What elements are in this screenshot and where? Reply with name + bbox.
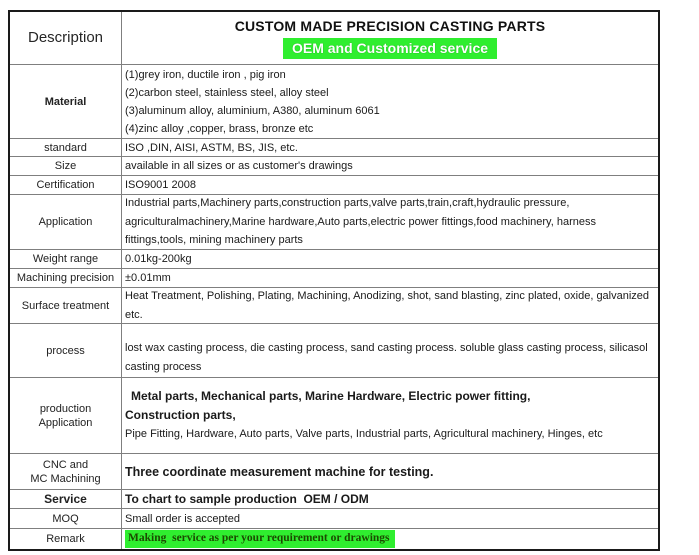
row-process: process lost wax casting process, die ca… bbox=[10, 324, 658, 378]
material-line: (1)grey iron, ductile iron , pig iron bbox=[125, 68, 286, 81]
remark-highlight-text: Making service as per your requirement o… bbox=[125, 530, 395, 548]
description-value: CUSTOM MADE PRECISION CASTING PARTS OEM … bbox=[122, 12, 658, 64]
surface-treatment-value: Heat Treatment, Polishing, Plating, Mach… bbox=[125, 290, 650, 321]
standard-label: standard bbox=[10, 139, 122, 156]
weight-range-value: 0.01kg-200kg bbox=[125, 253, 192, 265]
service-value: To chart to sample production OEM / ODM bbox=[125, 492, 369, 506]
row-surface-treatment: Surface treatment Heat Treatment, Polish… bbox=[10, 288, 658, 324]
production-application-value: Metal parts, Mechanical parts, Marine Ha… bbox=[122, 378, 658, 453]
row-size: Size available in all sizes or as custom… bbox=[10, 157, 658, 176]
remark-label: Remark bbox=[10, 529, 122, 549]
cnc-machining-value: Three coordinate measurement machine for… bbox=[125, 464, 434, 479]
row-machining-precision: Machining precision ±0.01mm bbox=[10, 269, 658, 288]
service-label: Service bbox=[10, 490, 122, 508]
production-application-label-line: Application bbox=[38, 416, 93, 429]
material-line: (3)aluminum alloy, aluminium, A380, alum… bbox=[125, 104, 380, 117]
row-weight-range: Weight range 0.01kg-200kg bbox=[10, 250, 658, 269]
row-application: Application Industrial parts,Machinery p… bbox=[10, 195, 658, 250]
production-application-regular-text: Pipe Fitting, Hardware, Auto parts, Valv… bbox=[125, 428, 603, 440]
production-application-bold-line: Metal parts, Mechanical parts, Marine Ha… bbox=[131, 389, 531, 403]
application-label: Application bbox=[10, 195, 122, 249]
row-description: Description CUSTOM MADE PRECISION CASTIN… bbox=[10, 12, 658, 65]
size-value: available in all sizes or as customer's … bbox=[125, 160, 353, 172]
remark-value: Making service as per your requirement o… bbox=[122, 529, 658, 549]
cnc-machining-label: CNC and MC Machining bbox=[10, 454, 122, 489]
row-remark: Remark Making service as per your requir… bbox=[10, 529, 658, 549]
moq-value: Small order is accepted bbox=[125, 512, 240, 525]
material-label: Material bbox=[10, 65, 122, 138]
machining-precision-label: Machining precision bbox=[10, 269, 122, 287]
oem-highlight-banner: OEM and Customized service bbox=[282, 38, 498, 59]
certification-value: ISO9001 2008 bbox=[125, 179, 196, 191]
material-line: (4)zinc alloy ,copper, brass, bronze etc bbox=[125, 122, 314, 135]
size-label: Size bbox=[10, 157, 122, 175]
production-application-label-line: production bbox=[39, 402, 92, 415]
row-moq: MOQ Small order is accepted bbox=[10, 509, 658, 529]
surface-treatment-label: Surface treatment bbox=[10, 288, 122, 323]
row-certification: Certification ISO9001 2008 bbox=[10, 176, 658, 195]
material-value: (1)grey iron, ductile iron , pig iron (2… bbox=[122, 65, 658, 138]
description-label: Description bbox=[10, 12, 122, 64]
application-value: Industrial parts,Machinery parts,constru… bbox=[125, 197, 596, 247]
row-cnc-machining: CNC and MC Machining Three coordinate me… bbox=[10, 454, 658, 490]
certification-label: Certification bbox=[10, 176, 122, 194]
row-production-application: production Application Metal parts, Mech… bbox=[10, 378, 658, 454]
weight-range-label: Weight range bbox=[10, 250, 122, 268]
cnc-machining-label-line: CNC and bbox=[42, 458, 89, 471]
page-title: CUSTOM MADE PRECISION CASTING PARTS bbox=[234, 18, 546, 34]
material-line: (2)carbon steel, stainless steel, alloy … bbox=[125, 86, 329, 99]
row-material: Material (1)grey iron, ductile iron , pi… bbox=[10, 65, 658, 139]
moq-label: MOQ bbox=[10, 509, 122, 528]
row-service: Service To chart to sample production OE… bbox=[10, 490, 658, 509]
machining-precision-value: ±0.01mm bbox=[125, 272, 171, 284]
cnc-machining-label-line: MC Machining bbox=[30, 472, 101, 485]
process-label: process bbox=[10, 324, 122, 377]
production-application-bold-line: Construction parts, bbox=[125, 408, 236, 422]
production-application-label: production Application bbox=[10, 378, 122, 453]
row-standard: standard ISO ,DIN, AISI, ASTM, BS, JIS, … bbox=[10, 139, 658, 157]
process-value: lost wax casting process, die casting pr… bbox=[125, 342, 648, 373]
standard-value: ISO ,DIN, AISI, ASTM, BS, JIS, etc. bbox=[125, 141, 298, 154]
product-spec-table: Description CUSTOM MADE PRECISION CASTIN… bbox=[8, 10, 660, 551]
